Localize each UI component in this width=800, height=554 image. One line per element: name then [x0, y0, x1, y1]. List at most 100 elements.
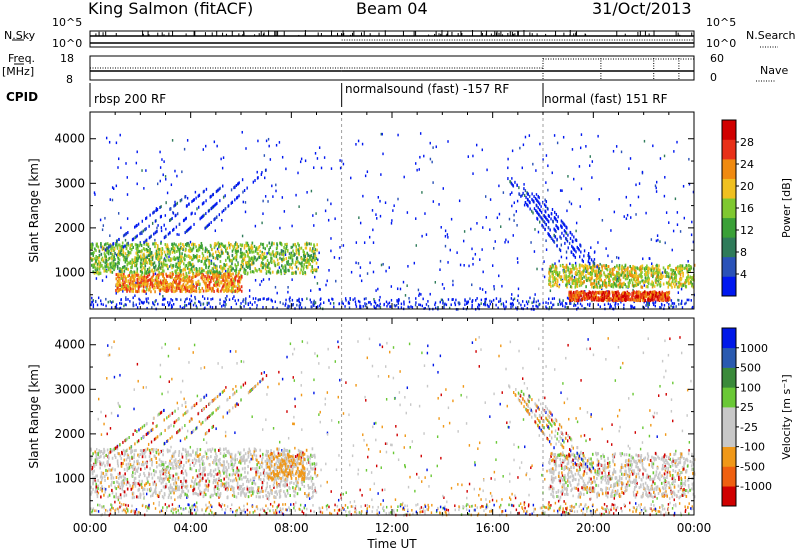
- echo-cell: [548, 272, 551, 276]
- echo-cell: [292, 261, 294, 265]
- echo-cell: [145, 270, 148, 274]
- echo-cell: [117, 283, 119, 287]
- echo-cell: [593, 297, 595, 301]
- echo-cell: [270, 253, 272, 257]
- echo-cell: [641, 279, 643, 283]
- scatter-cell: [479, 287, 481, 290]
- echo-cell: [297, 267, 300, 271]
- nsky-frame: [89, 30, 695, 48]
- echo-cell: [245, 261, 247, 265]
- echo-cell: [127, 284, 129, 288]
- echo-cell: [139, 242, 142, 246]
- scatter-cell: [502, 303, 505, 307]
- echo-cell: [123, 258, 125, 262]
- echo-cell: [571, 298, 573, 302]
- echo-cell: [249, 257, 252, 261]
- scatter-cell: [120, 226, 122, 230]
- echo-cell: [192, 287, 195, 291]
- echo-cell: [310, 254, 313, 258]
- echo-cell: [148, 273, 151, 277]
- scatter-cell: [190, 294, 192, 298]
- echo-cell: [551, 263, 554, 267]
- scatter-cell: [342, 162, 345, 166]
- echo-cell: [641, 266, 644, 270]
- echo-cell: [573, 278, 576, 282]
- streak-cell: [241, 178, 244, 182]
- streak-cell: [234, 185, 236, 189]
- scatter-cell: [126, 217, 129, 220]
- scatter-cell: [664, 241, 666, 245]
- echo-cell: [268, 241, 271, 245]
- streak-cell: [536, 217, 539, 221]
- scatter-cell: [423, 154, 425, 158]
- streak-cell: [235, 183, 238, 187]
- echo-cell: [224, 286, 227, 290]
- echo-cell: [118, 243, 120, 247]
- echo-cell: [233, 281, 236, 285]
- scatter-cell: [484, 298, 486, 301]
- scatter-cell: [220, 305, 223, 308]
- scatter-cell: [560, 255, 563, 259]
- echo-cell: [234, 243, 236, 247]
- echo-cell: [568, 276, 571, 280]
- echo-cell: [207, 288, 210, 292]
- echo-cell: [116, 264, 119, 268]
- echo-cell: [124, 267, 127, 271]
- nsky-spike: [677, 32, 679, 36]
- scatter-cell: [184, 304, 186, 307]
- echo-cell: [671, 268, 674, 272]
- scatter-cell: [578, 165, 581, 168]
- echo-cell: [110, 265, 112, 269]
- echo-cell: [175, 243, 177, 247]
- echo-cell: [165, 259, 167, 263]
- echo-cell: [572, 297, 574, 301]
- scatter-cell: [403, 175, 405, 179]
- scatter-cell: [480, 302, 482, 305]
- echo-cell: [251, 245, 253, 249]
- echo-cell: [134, 286, 137, 290]
- echo-cell: [160, 253, 163, 257]
- echo-cell: [112, 262, 115, 266]
- echo-cell: [569, 270, 572, 274]
- scatter-cell: [323, 156, 326, 159]
- echo-cell: [309, 247, 312, 251]
- nsky-spike: [298, 34, 300, 36]
- echo-cell: [111, 253, 114, 257]
- echo-cell: [172, 279, 175, 283]
- echo-cell: [129, 280, 132, 284]
- scatter-cell: [654, 301, 657, 304]
- echo-cell: [255, 268, 257, 272]
- streak-cell: [216, 189, 218, 193]
- echo-cell: [647, 271, 650, 275]
- scatter-cell: [312, 302, 314, 306]
- echo-cell: [178, 287, 180, 291]
- echo-cell: [572, 294, 574, 298]
- echo-cell: [152, 287, 155, 291]
- echo-cell: [154, 281, 157, 285]
- echo-cell: [182, 282, 185, 286]
- scatter-cell: [135, 161, 138, 165]
- scatter-cell: [390, 298, 393, 302]
- nsky-spike: [500, 31, 502, 36]
- echo-cell: [204, 258, 207, 262]
- echo-cell: [315, 261, 318, 265]
- echo-cell: [252, 250, 255, 254]
- nsky-spike: [363, 30, 365, 36]
- echo-cell: [198, 246, 200, 250]
- echo-cell: [625, 268, 627, 272]
- echo-cell: [221, 243, 224, 247]
- echo-cell: [607, 275, 609, 279]
- echo-cell: [116, 262, 118, 266]
- echo-cell: [583, 275, 585, 279]
- streak-cell: [184, 217, 187, 221]
- echo-cell: [143, 275, 146, 279]
- echo-cell: [154, 264, 157, 268]
- echo-cell: [617, 290, 619, 294]
- scatter-cell: [156, 281, 158, 285]
- scatter-cell: [474, 252, 477, 256]
- scatter-cell: [262, 199, 264, 203]
- scatter-cell: [421, 191, 423, 194]
- echo-cell: [197, 270, 199, 274]
- echo-cell: [631, 291, 633, 295]
- echo-cell: [681, 270, 684, 274]
